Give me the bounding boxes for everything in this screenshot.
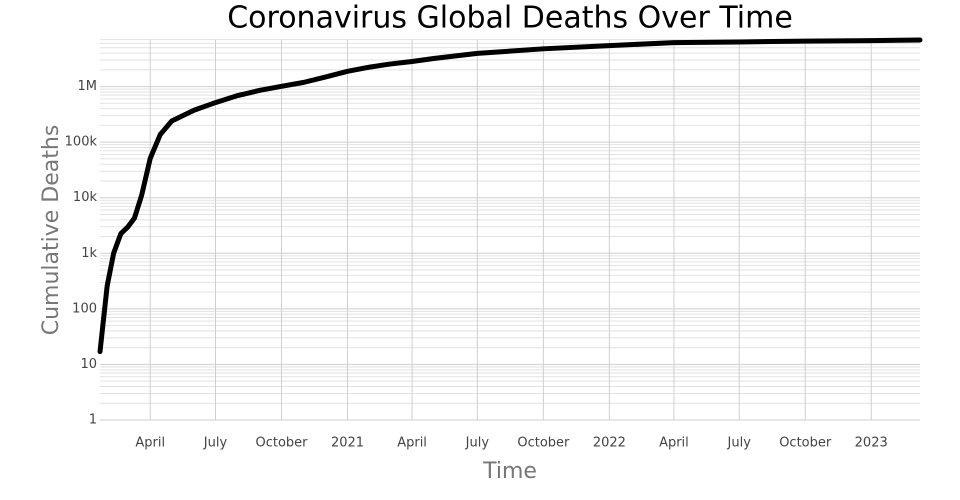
x-tick-label: July [203, 436, 228, 451]
y-tick-label: 1M [78, 79, 98, 94]
x-tick-label: April [135, 436, 165, 451]
y-axis-label: Cumulative Deaths [39, 125, 64, 336]
y-tick-label: 100k [65, 135, 98, 150]
y-tick-label: 1 [89, 413, 97, 428]
x-tick-label: 2021 [331, 436, 364, 451]
x-tick-label: 2022 [593, 436, 626, 451]
chart-title: Coronavirus Global Deaths Over Time [227, 1, 793, 36]
x-tick-label: July [465, 436, 490, 451]
x-tick-label: July [727, 436, 752, 451]
x-axis-label: Time [482, 459, 537, 484]
y-tick-label: 10k [73, 190, 98, 205]
data-line [97, 37, 923, 355]
x-tick-label: October [255, 436, 308, 451]
x-tick-label: April [397, 436, 427, 451]
x-tick-label: October [517, 436, 570, 451]
x-tick-label: April [659, 436, 689, 451]
y-tick-label: 10 [80, 357, 97, 372]
x-tick-label: October [779, 436, 832, 451]
y-tick-label: 100 [72, 301, 97, 316]
x-tick-label: 2023 [855, 436, 888, 451]
y-tick-label: 1k [81, 246, 97, 261]
